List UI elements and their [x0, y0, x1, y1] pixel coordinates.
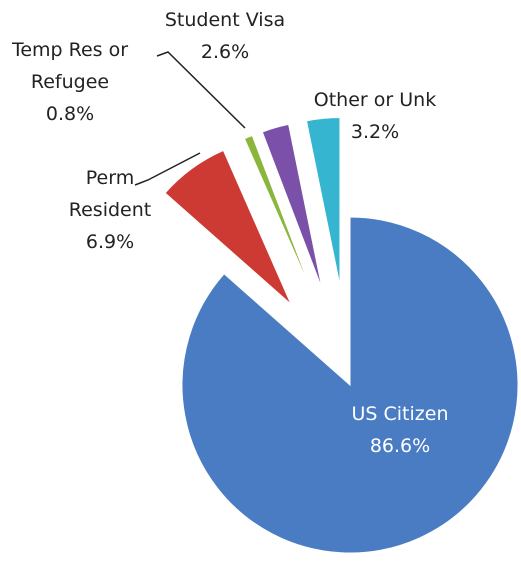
- slice-label: Student Visa 2.6%: [145, 4, 305, 68]
- slice-label: Other or Unk 3.2%: [295, 84, 455, 148]
- pie-slice: [261, 123, 323, 290]
- value-label: 86.6%: [369, 435, 431, 457]
- pie-slice: [305, 117, 341, 286]
- value-label: 3.2%: [350, 121, 400, 143]
- pie-slice: [243, 134, 313, 293]
- category-label: Perm Resident: [68, 167, 152, 221]
- slice-label: Temp Res or Refugee 0.8%: [5, 34, 135, 130]
- category-label: Temp Res or Refugee: [11, 39, 129, 93]
- slice-label: US Citizen 86.6%: [300, 398, 500, 462]
- value-label: 6.9%: [85, 231, 135, 253]
- slice-label: Perm Resident 6.9%: [60, 162, 160, 258]
- pie-slice: [164, 149, 292, 305]
- pie-slice: [181, 216, 519, 554]
- category-label: US Citizen: [351, 403, 449, 425]
- value-label: 0.8%: [45, 103, 95, 125]
- leader-line: [156, 51, 246, 129]
- category-label: Other or Unk: [313, 89, 437, 111]
- value-label: 2.6%: [200, 41, 250, 63]
- category-label: Student Visa: [164, 9, 286, 31]
- leader-line: [134, 152, 201, 186]
